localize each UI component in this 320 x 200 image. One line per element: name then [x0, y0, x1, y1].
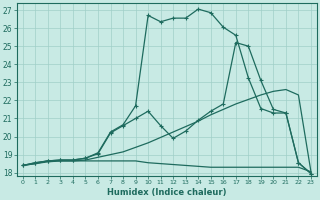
X-axis label: Humidex (Indice chaleur): Humidex (Indice chaleur) — [107, 188, 227, 197]
